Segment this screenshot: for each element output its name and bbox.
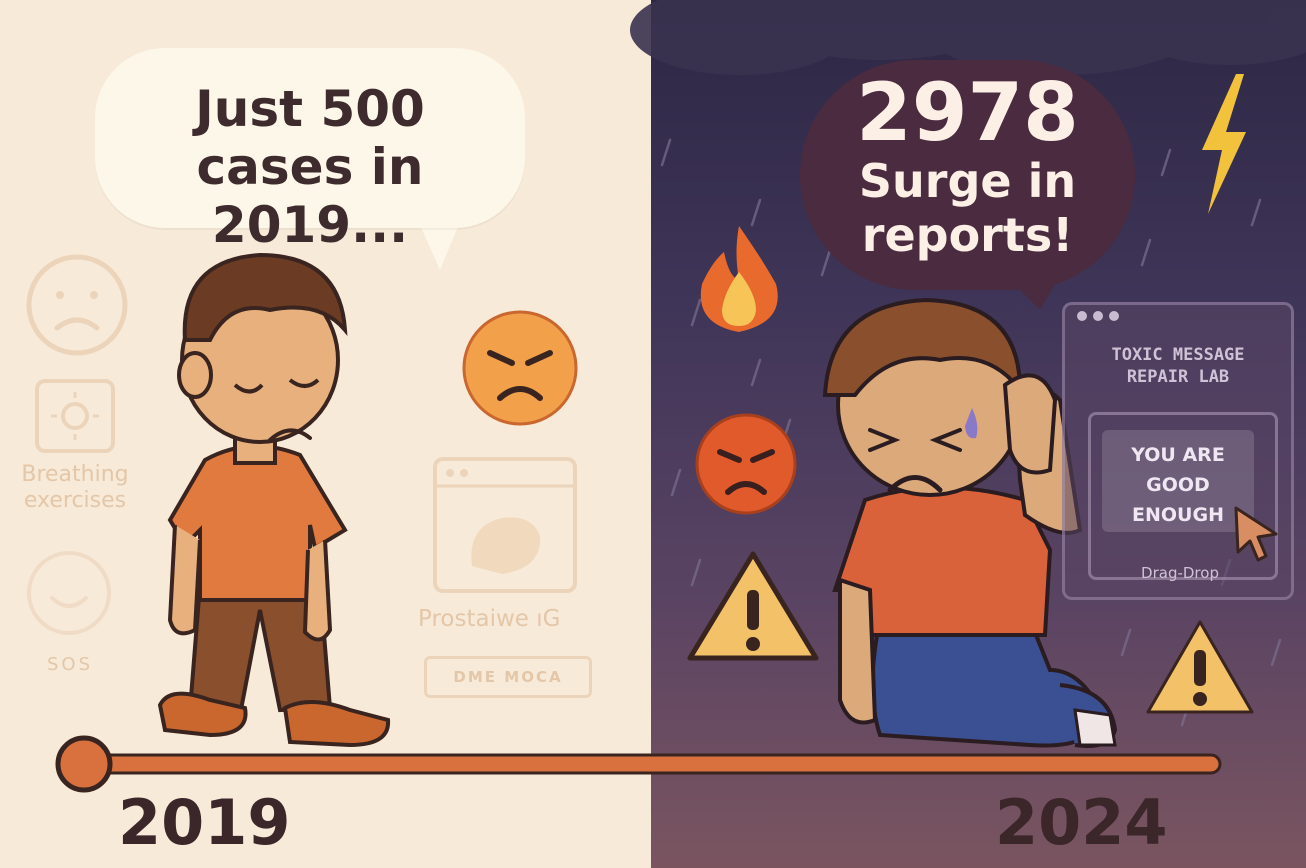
repair-lab-dropzone[interactable] (1088, 412, 1278, 580)
lightning-icon (1202, 74, 1246, 214)
angry-emoji-icon-right (695, 413, 797, 515)
left-bubble-tail (420, 222, 460, 270)
smile-face-icon (27, 551, 111, 635)
start-year-label: 2019 (118, 786, 291, 859)
left-speech-bubble (95, 48, 525, 228)
right-bubble-line2: reports! (861, 208, 1074, 262)
report-count: 2978 (856, 66, 1079, 159)
sun-icon (35, 379, 115, 453)
message-line3: ENOUGH (1132, 504, 1224, 526)
fire-icon (700, 226, 778, 332)
breathing-line2: exercises (23, 488, 127, 513)
end-year-label: 2024 (995, 786, 1168, 859)
sad-child-walking (157, 252, 391, 748)
left-bubble-line1: Just 500 (195, 80, 425, 138)
cursor-arrow-icon (1234, 506, 1278, 562)
left-bubble-text: Just 500 cases in 2019... (95, 80, 525, 254)
timeline (55, 735, 1222, 793)
right-bubble-text: Surge in reports! (800, 154, 1135, 262)
repaired-message-card[interactable] (1102, 430, 1254, 532)
app-window-icon (433, 457, 577, 593)
breathing-exercises-label: Breathing exercises (10, 462, 140, 514)
crying-child-kneeling (822, 297, 1118, 748)
warning-icon (687, 551, 819, 661)
breathing-line1: Breathing (21, 462, 129, 487)
right-bubble-line1: Surge in (858, 154, 1077, 208)
left-bubble-line2: cases in 2019... (196, 138, 424, 254)
repaired-message-text: YOU ARE GOOD ENOUGH (1102, 440, 1254, 530)
message-line1: YOU ARE (1131, 444, 1225, 466)
app-label: Prostaiwe ıG (418, 606, 561, 632)
repair-lab-title-line2: REPAIR LAB (1126, 367, 1230, 387)
right-speech-bubble (800, 60, 1135, 290)
repair-lab-title-line1: TOXIC MESSAGE (1111, 345, 1245, 365)
message-line2: GOOD (1146, 474, 1210, 496)
app-button-label: DME MOCA (453, 668, 563, 686)
window-dots-icon (1077, 311, 1119, 321)
sad-face-icon (26, 254, 128, 356)
drag-drop-hint: Drag-Drop (1141, 564, 1219, 582)
warning-icon-right (1146, 620, 1254, 714)
angry-emoji-icon (462, 310, 578, 426)
repair-lab-title: TOXIC MESSAGE REPAIR LAB (1062, 344, 1294, 388)
storm-clouds (630, 0, 1306, 75)
app-button-outline (424, 656, 592, 698)
sos-label: SOS (46, 654, 94, 675)
